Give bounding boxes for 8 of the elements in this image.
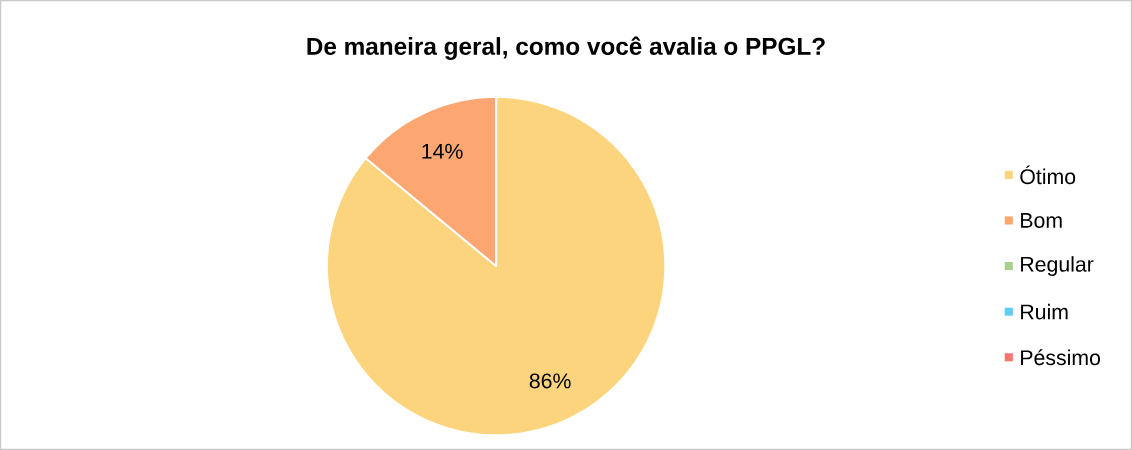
legend-label: Ruim bbox=[1021, 303, 1068, 320]
data-label: 14% bbox=[422, 143, 463, 159]
legend-label: Regular bbox=[1021, 256, 1094, 276]
chart-title: De maneira geral, como você avalia o PPGL? bbox=[307, 36, 825, 60]
data-label: 86% bbox=[529, 373, 571, 389]
legend-label: Bom bbox=[1021, 213, 1062, 228]
legend-label: Ótimo bbox=[1020, 165, 1076, 185]
legend-label: Péssimo bbox=[1021, 349, 1101, 366]
